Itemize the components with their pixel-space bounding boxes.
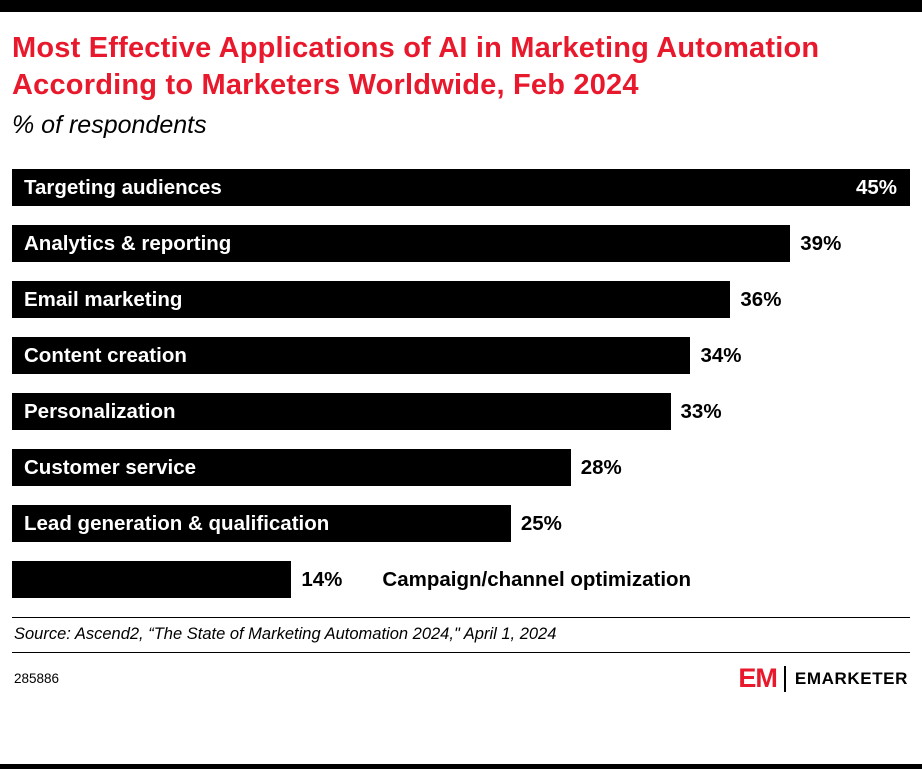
bar: Customer service (12, 449, 571, 486)
bar-row: Customer service 28% (12, 449, 910, 486)
bar: Email marketing (12, 281, 731, 318)
bar: Personalization (12, 393, 671, 430)
bar-value: 36% (740, 287, 782, 311)
bar-value: 14% (301, 567, 343, 591)
bar-row: Lead generation & qualification 25% (12, 505, 910, 542)
logo-wordmark: EMARKETER (794, 669, 908, 688)
bar-category-label: Content creation (24, 343, 187, 367)
bar-value: 39% (800, 231, 842, 255)
bar-category-label: Analytics & reporting (24, 231, 232, 255)
bar (12, 561, 292, 598)
source-band: Source: Ascend2, “The State of Marketing… (12, 617, 910, 653)
chart-subtitle: % of respondents (12, 111, 207, 139)
bar: Content creation (12, 337, 691, 374)
bar-category-label: Customer service (24, 455, 197, 479)
source-text: Source: Ascend2, “The State of Marketing… (14, 625, 557, 643)
bar-chart: Targeting audiences 45% Analytics & report… (12, 169, 910, 598)
chart-container: Most Effective Applications of AI in Mar… (0, 30, 922, 598)
bar-row: Personalization 33% (12, 393, 910, 430)
bar-category-label: Lead generation & qualification (24, 511, 330, 535)
bottom-rule (0, 764, 922, 769)
bar: Lead generation & qualification (12, 505, 511, 542)
bar-row: 14% Campaign/channel optimization (12, 561, 910, 598)
chart-id: 285886 (14, 671, 60, 686)
bar-category-label: Campaign/channel optimization (382, 567, 692, 591)
bar-row: Targeting audiences 45% (12, 169, 910, 206)
bar-category-label: Personalization (24, 399, 176, 423)
chart-title: Most Effective Applications of AI in Mar… (12, 32, 820, 101)
bar-category-label: Email marketing (24, 287, 183, 311)
bar-row: Email marketing 36% (12, 281, 910, 318)
footer: 285886 EM EMARKETER (0, 653, 922, 692)
bar-category-label: Targeting audiences (24, 175, 222, 199)
bar: Targeting audiences 45% (12, 169, 910, 206)
logo-divider (783, 665, 786, 692)
logo-em-icon: EM (738, 663, 777, 693)
top-rule (0, 0, 922, 12)
bar-value: 28% (580, 455, 622, 479)
bar-row: Analytics & reporting 39% (12, 225, 910, 262)
bar-value: 34% (700, 343, 742, 367)
bar-value: 25% (520, 511, 562, 535)
bar-value: 45% (855, 175, 897, 199)
bar-value: 33% (680, 399, 722, 423)
bar-row: Content creation 34% (12, 337, 910, 374)
emarketer-logo: EM EMARKETER (738, 665, 908, 692)
bar: Analytics & reporting (12, 225, 791, 262)
